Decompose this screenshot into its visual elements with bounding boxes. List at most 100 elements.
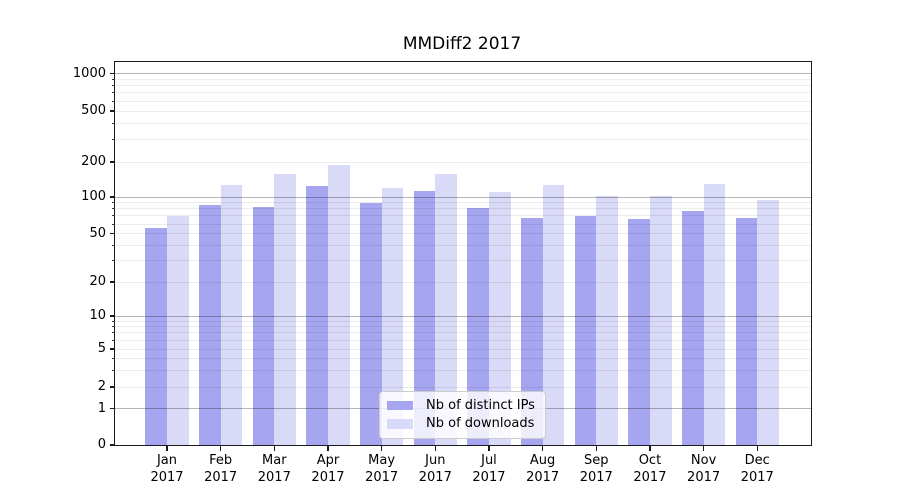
y-minor-tick-mark xyxy=(111,215,115,217)
bar-downloads xyxy=(703,183,726,445)
bar-downloads xyxy=(596,196,618,445)
y-minor-tick-mark xyxy=(111,369,115,371)
gridline-minor xyxy=(115,92,811,94)
legend-label-distinct-ips: Nb of distinct IPs xyxy=(426,397,535,413)
chart-title: MMDiff2 2017 xyxy=(402,34,522,54)
legend: Nb of distinct IPs Nb of downloads xyxy=(379,391,546,439)
x-tick-mark xyxy=(219,446,222,451)
y-minor-tick-mark xyxy=(111,138,115,140)
gridline-minor xyxy=(115,215,811,217)
gridline-minor xyxy=(115,110,811,112)
x-tick-label: Mar 2017 xyxy=(257,453,291,485)
gridline-minor xyxy=(115,369,811,371)
y-minor-tick-mark xyxy=(111,332,115,334)
gridline-minor xyxy=(115,78,811,80)
bar-distinct-ips xyxy=(735,218,758,445)
bar-distinct-ips xyxy=(467,207,489,445)
y-minor-tick-mark xyxy=(111,244,115,246)
gridline-minor xyxy=(115,244,811,246)
y-tick-label: 1 xyxy=(97,400,106,416)
y-tick-mark xyxy=(109,348,115,350)
y-tick-label: 1000 xyxy=(72,65,106,81)
bar-distinct-ips xyxy=(360,202,382,445)
x-tick-mark xyxy=(541,446,544,451)
x-tick-mark xyxy=(380,446,383,451)
y-tick-label: 100 xyxy=(81,189,106,204)
y-tick-label: 10 xyxy=(89,308,106,323)
gridline-minor xyxy=(115,100,811,102)
gridline-minor xyxy=(115,138,811,140)
gridline-minor xyxy=(115,208,811,210)
y-minor-tick-mark xyxy=(111,357,115,359)
bar-downloads xyxy=(649,195,672,445)
x-tick-label: Jul 2017 xyxy=(472,453,506,485)
gridline-minor xyxy=(115,281,811,283)
x-tick-mark xyxy=(756,446,758,451)
gridline-minor xyxy=(115,260,811,262)
x-tick-label: May 2017 xyxy=(365,453,399,485)
y-tick-label: 20 xyxy=(89,274,106,289)
x-tick-label: Aug 2017 xyxy=(526,453,560,485)
bar-distinct-ips xyxy=(252,206,275,445)
bar-distinct-ips xyxy=(306,185,328,445)
gridline-minor xyxy=(115,386,811,388)
gridline-minor xyxy=(115,348,811,350)
y-minor-tick-mark xyxy=(111,122,115,124)
legend-entry-downloads: Nb of downloads xyxy=(387,415,535,434)
y-tick-mark xyxy=(109,73,115,75)
x-tick-label: Jan 2017 xyxy=(150,453,184,485)
y-tick-mark xyxy=(109,281,115,283)
bar-downloads xyxy=(381,188,404,445)
y-minor-tick-mark xyxy=(111,223,115,225)
gridline-minor xyxy=(115,233,811,235)
y-tick-mark xyxy=(109,315,115,317)
gridline-minor xyxy=(115,357,811,359)
y-minor-tick-mark xyxy=(111,260,115,262)
bar-downloads xyxy=(488,192,511,445)
x-tick-label: Jun 2017 xyxy=(418,453,452,485)
y-tick-label: 0 xyxy=(97,437,106,452)
gridline-major xyxy=(115,73,811,75)
legend-swatch-downloads xyxy=(387,419,413,429)
legend-entry-distinct-ips: Nb of distinct IPs xyxy=(387,396,535,415)
x-tick-label: Feb 2017 xyxy=(204,453,238,485)
bar-downloads xyxy=(274,174,296,445)
gridline-minor xyxy=(115,339,811,341)
bar-distinct-ips xyxy=(682,210,704,445)
x-tick-mark xyxy=(434,446,436,451)
y-minor-tick-mark xyxy=(111,85,115,87)
x-tick-mark xyxy=(649,446,651,451)
bar-distinct-ips xyxy=(413,190,436,445)
bar-distinct-ips xyxy=(628,219,650,445)
y-tick-label: 200 xyxy=(81,154,106,169)
gridline-minor xyxy=(115,320,811,322)
gridline-minor xyxy=(115,122,811,124)
y-tick-label: 5 xyxy=(97,341,106,356)
bar-distinct-ips xyxy=(521,218,543,445)
gridline-minor xyxy=(115,223,811,225)
y-tick-mark xyxy=(109,110,115,112)
y-minor-tick-mark xyxy=(111,92,115,94)
y-tick-mark xyxy=(109,161,115,163)
y-minor-tick-mark xyxy=(111,339,115,341)
y-minor-tick-mark xyxy=(111,326,115,328)
y-minor-tick-mark xyxy=(111,208,115,210)
y-minor-tick-mark xyxy=(111,202,115,204)
x-tick-mark xyxy=(702,446,705,451)
gridline-minor xyxy=(115,202,811,204)
gridline-major xyxy=(115,315,811,317)
bar-downloads xyxy=(435,174,457,445)
plot-area: 0 1 2 5 10 20 50 100 200 500 1000 Jan 2017 Feb 2017 M… xyxy=(73,61,812,485)
x-tick-mark xyxy=(595,446,597,451)
x-tick-label: Dec 2017 xyxy=(740,453,774,485)
y-tick-mark xyxy=(109,386,115,388)
gridline-minor xyxy=(115,326,811,328)
y-tick-mark xyxy=(109,196,115,198)
x-tick-mark xyxy=(488,446,490,451)
bar-distinct-ips xyxy=(574,215,597,445)
x-tick-label: Apr 2017 xyxy=(311,453,345,485)
x-tick-mark xyxy=(273,446,275,451)
x-tick-mark xyxy=(327,446,329,451)
y-minor-tick-mark xyxy=(111,100,115,102)
